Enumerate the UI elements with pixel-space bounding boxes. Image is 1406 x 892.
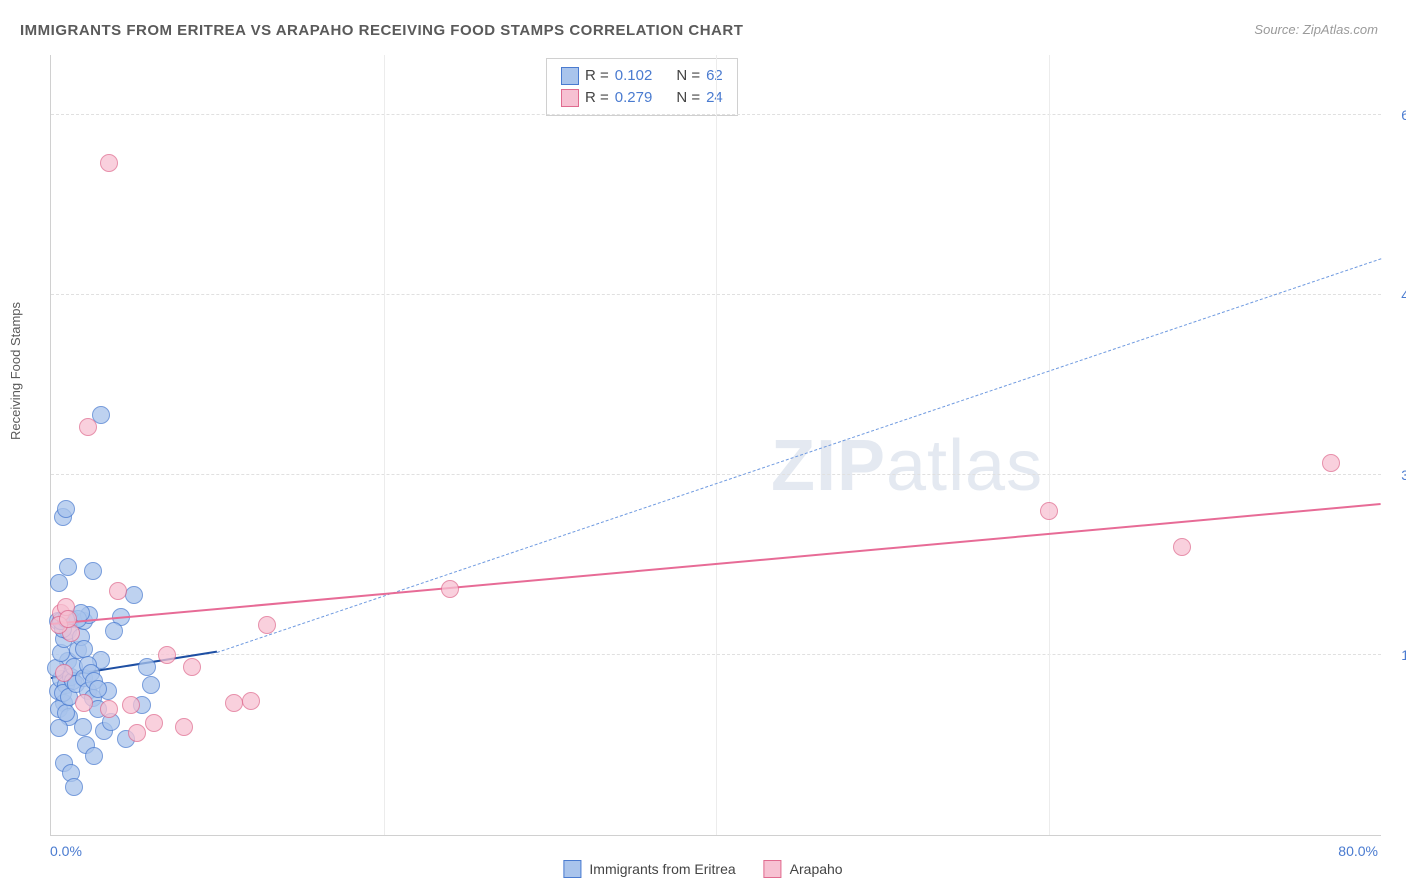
y-axis-tick: 15.0% [1386, 647, 1406, 663]
legend-swatch [561, 89, 579, 107]
legend-item-arapaho: Arapaho [764, 860, 843, 878]
data-point-eritrea [74, 718, 92, 736]
x-axis-tick-max: 80.0% [1338, 843, 1378, 859]
data-point-arapaho [79, 418, 97, 436]
data-point-arapaho [225, 694, 243, 712]
data-point-eritrea [105, 622, 123, 640]
data-point-arapaho [258, 616, 276, 634]
legend-r-value: 0.279 [615, 87, 653, 109]
data-point-eritrea [65, 778, 83, 796]
y-axis-tick: 45.0% [1386, 287, 1406, 303]
gridline-vertical [1049, 55, 1050, 835]
data-point-arapaho [1040, 502, 1058, 520]
legend-n-value: 62 [706, 65, 723, 87]
data-point-arapaho [175, 718, 193, 736]
data-point-eritrea [85, 747, 103, 765]
data-point-eritrea [50, 574, 68, 592]
legend-stat-row-arapaho: R = 0.279 N = 24 [561, 87, 723, 109]
y-axis-tick: 30.0% [1386, 467, 1406, 483]
data-point-eritrea [142, 676, 160, 694]
legend-r-value: 0.102 [615, 65, 653, 87]
data-point-arapaho [441, 580, 459, 598]
data-point-eritrea [125, 586, 143, 604]
data-point-arapaho [145, 714, 163, 732]
legend-series: Immigrants from Eritrea Arapaho [563, 860, 842, 878]
data-point-arapaho [55, 664, 73, 682]
legend-item-eritrea: Immigrants from Eritrea [563, 860, 735, 878]
data-point-eritrea [84, 562, 102, 580]
y-axis-tick: 60.0% [1386, 107, 1406, 123]
data-point-arapaho [242, 692, 260, 710]
data-point-arapaho [1173, 538, 1191, 556]
watermark: ZIPatlas [771, 425, 1043, 507]
legend-n-value: 24 [706, 87, 723, 109]
legend-r-label: R = [585, 87, 609, 109]
watermark-bold: ZIP [771, 426, 886, 506]
legend-swatch [764, 860, 782, 878]
legend-swatch [561, 67, 579, 85]
data-point-eritrea [138, 658, 156, 676]
data-point-eritrea [89, 680, 107, 698]
data-point-arapaho [59, 610, 77, 628]
data-point-arapaho [75, 694, 93, 712]
data-point-arapaho [100, 154, 118, 172]
legend-r-label: R = [585, 65, 609, 87]
data-point-arapaho [122, 696, 140, 714]
data-point-arapaho [1322, 454, 1340, 472]
data-point-arapaho [100, 700, 118, 718]
gridline-vertical [384, 55, 385, 835]
source-label: Source: [1254, 22, 1299, 37]
data-point-eritrea [57, 500, 75, 518]
source-name: ZipAtlas.com [1303, 22, 1378, 37]
data-point-eritrea [57, 704, 75, 722]
data-point-arapaho [128, 724, 146, 742]
data-point-arapaho [158, 646, 176, 664]
chart-title: IMMIGRANTS FROM ERITREA VS ARAPAHO RECEI… [20, 22, 743, 39]
legend-label: Arapaho [790, 861, 843, 877]
data-point-arapaho [183, 658, 201, 676]
legend-n-label: N = [676, 65, 700, 87]
legend-stats-box: R = 0.102 N = 62 R = 0.279 N = 24 [546, 58, 738, 116]
data-point-eritrea [50, 719, 68, 737]
y-axis-label: Receiving Food Stamps [8, 302, 23, 440]
legend-swatch [563, 860, 581, 878]
legend-stat-row-eritrea: R = 0.102 N = 62 [561, 65, 723, 87]
legend-label: Immigrants from Eritrea [589, 861, 735, 877]
chart-plot-area: ZIPatlas R = 0.102N = 62R = 0.279N = 24 … [50, 55, 1381, 836]
data-point-eritrea [59, 558, 77, 576]
legend-n-label: N = [676, 87, 700, 109]
data-point-arapaho [109, 582, 127, 600]
source-attribution: Source: ZipAtlas.com [1254, 22, 1378, 37]
watermark-light: atlas [886, 426, 1043, 506]
x-axis-tick-min: 0.0% [50, 843, 82, 859]
gridline-vertical [716, 55, 717, 835]
